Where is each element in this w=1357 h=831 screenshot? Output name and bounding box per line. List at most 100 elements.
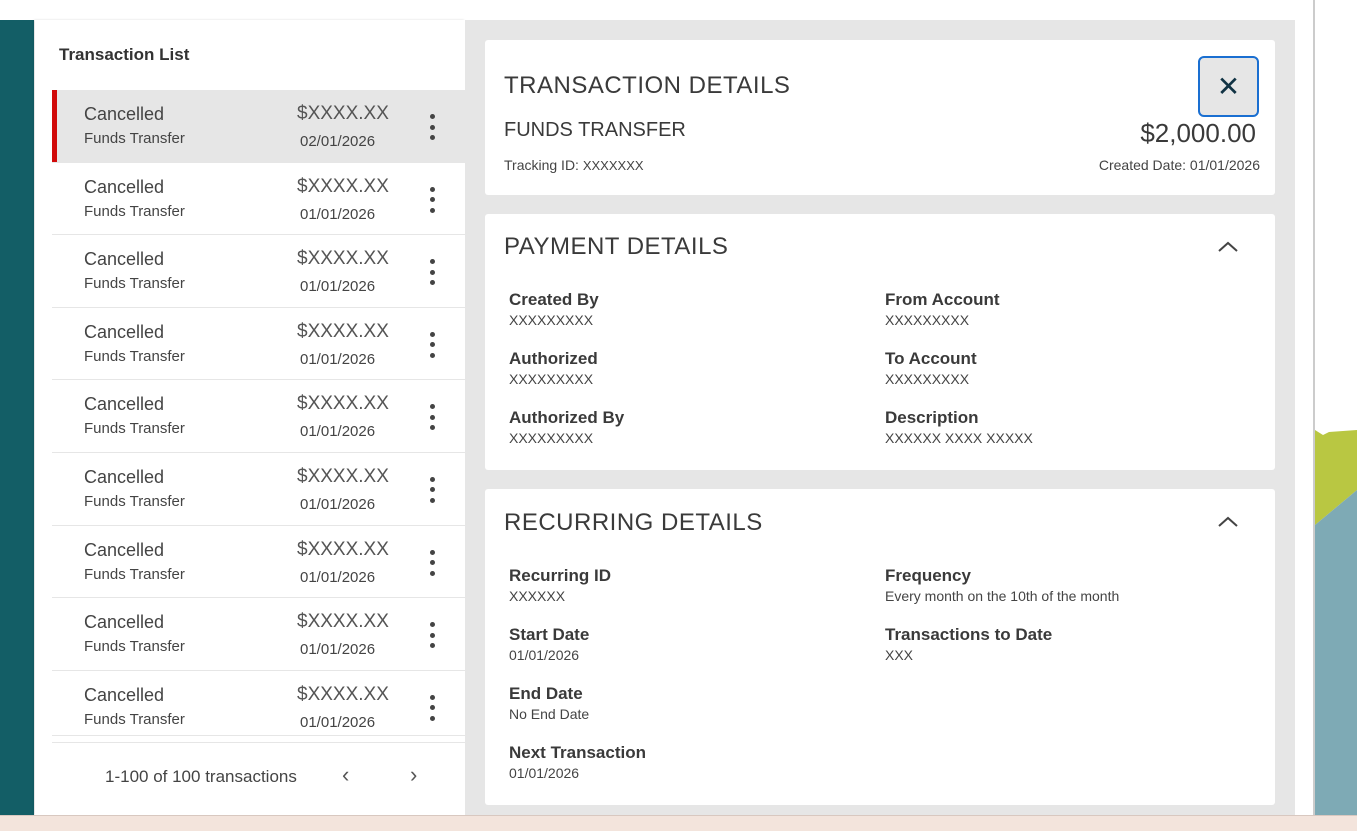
field-value: 01/01/2026 — [509, 647, 580, 663]
row-date: 02/01/2026 — [300, 133, 376, 150]
field-value: XXXXXXXXX — [509, 371, 594, 387]
recurring-title: RECURRING DETAILS — [504, 509, 763, 536]
details-panel: TRANSACTION DETAILS FUNDS TRANSFER $2,00… — [465, 20, 1295, 815]
more-options-icon[interactable] — [422, 404, 442, 431]
list-title: Transaction List — [59, 45, 190, 64]
background-decoration — [1315, 430, 1357, 815]
transaction-row[interactable]: Cancelled Funds Transfer $XXXX.XX 01/01/… — [52, 598, 465, 671]
field-label: Authorized — [509, 349, 598, 368]
row-type: Funds Transfer — [84, 492, 185, 510]
tracking-value: XXXXXXX — [582, 158, 644, 173]
chevron-left-icon[interactable]: ‹ — [342, 762, 350, 787]
row-date: 01/01/2026 — [300, 713, 376, 731]
field-label: Transactions to Date — [885, 625, 1053, 644]
transaction-details-card: TRANSACTION DETAILS FUNDS TRANSFER $2,00… — [485, 40, 1275, 195]
transaction-row[interactable]: Cancelled Funds Transfer $XXXX.XX 01/01/… — [52, 526, 465, 599]
detail-field: Authorized XXXXXXXXX — [509, 349, 869, 387]
more-options-icon[interactable] — [422, 622, 442, 649]
detail-field: Recurring ID XXXXXX — [509, 566, 869, 604]
chevron-up-icon[interactable] — [1217, 236, 1239, 258]
row-status: Cancelled — [84, 684, 165, 705]
detail-field: To Account XXXXXXXXX — [885, 349, 1245, 387]
tracking-label: Tracking ID: — [504, 157, 579, 173]
chevron-right-icon[interactable]: › — [410, 762, 418, 787]
transaction-row[interactable]: Cancelled Funds Transfer $XXXX.XX 02/01/… — [52, 90, 465, 163]
field-value: XXXXXXXXX — [885, 371, 970, 387]
field-value: XXXXXXXXX — [509, 312, 594, 328]
row-date: 01/01/2026 — [300, 423, 376, 441]
created-date: Created Date: 01/01/2026 — [1099, 157, 1260, 173]
field-value: XXX — [885, 647, 914, 663]
detail-field: Frequency Every month on the 10th of the … — [885, 566, 1245, 604]
field-value: XXXXXX — [509, 588, 566, 604]
more-options-icon[interactable] — [422, 259, 442, 286]
transaction-rows: Cancelled Funds Transfer $XXXX.XX 02/01/… — [52, 90, 465, 744]
field-value: XXXXXXXXX — [509, 430, 594, 446]
more-options-icon[interactable] — [422, 331, 442, 358]
field-value: No End Date — [509, 706, 590, 722]
transaction-row[interactable]: Cancelled Funds Transfer $XXXX.XX 01/01/… — [52, 163, 465, 236]
field-label: Created By — [509, 290, 599, 309]
detail-field: Description XXXXXX XXXX XXXXX — [885, 408, 1245, 446]
row-amount: $XXXX.XX — [297, 248, 389, 270]
field-value: Every month on the 10th of the month — [885, 588, 1120, 604]
row-status: Cancelled — [84, 539, 165, 560]
row-amount: $XXXX.XX — [297, 320, 389, 342]
created-value: 01/01/2026 — [1189, 157, 1260, 173]
transaction-row[interactable]: Cancelled Funds Transfer $XXXX.XX 01/01/… — [52, 671, 465, 744]
row-amount: $XXXX.XX — [297, 683, 389, 705]
more-options-icon[interactable] — [422, 114, 442, 140]
field-label: Start Date — [509, 625, 590, 644]
transaction-row[interactable]: Cancelled Funds Transfer $XXXX.XX 01/01/… — [52, 380, 465, 453]
close-button[interactable]: ✕ — [1198, 56, 1259, 117]
row-status: Cancelled — [84, 466, 165, 487]
row-amount: $XXXX.XX — [297, 611, 389, 633]
field-label: To Account — [885, 349, 977, 368]
field-label: End Date — [509, 684, 583, 703]
transaction-row[interactable]: Cancelled Funds Transfer $XXXX.XX 01/01/… — [52, 235, 465, 308]
row-amount: $XXXX.XX — [297, 393, 389, 415]
field-label: From Account — [885, 290, 1000, 309]
row-status: Cancelled — [84, 249, 165, 270]
detail-field: Created By XXXXXXXXX — [509, 290, 869, 328]
row-amount: $XXXX.XX — [297, 465, 389, 487]
row-type: Funds Transfer — [84, 565, 185, 583]
row-status: Cancelled — [84, 176, 165, 197]
more-options-icon[interactable] — [422, 549, 442, 576]
transaction-type: FUNDS TRANSFER — [504, 119, 686, 141]
row-type: Funds Transfer — [84, 130, 185, 147]
row-status: Cancelled — [84, 612, 165, 633]
detail-field: End Date No End Date — [509, 684, 869, 722]
transaction-amount: $2,000.00 — [1140, 118, 1256, 148]
row-date: 01/01/2026 — [300, 350, 376, 368]
row-status: Cancelled — [84, 321, 165, 342]
pagination-text: 1-100 of 100 transactions — [105, 767, 297, 786]
pagination: 1-100 of 100 transactions ‹ › — [52, 735, 465, 815]
payment-details-card: PAYMENT DETAILS Created By XXXXXXXXX From … — [485, 214, 1275, 470]
more-options-icon[interactable] — [422, 694, 442, 721]
field-label: Description — [885, 408, 979, 427]
field-label: Next Transaction — [509, 743, 646, 762]
chevron-up-icon[interactable] — [1217, 511, 1239, 533]
recurring-details-card: RECURRING DETAILS Recurring ID XXXXXX Freq… — [485, 489, 1275, 805]
more-options-icon[interactable] — [422, 186, 442, 213]
transaction-row[interactable]: Cancelled Funds Transfer $XXXX.XX 01/01/… — [52, 308, 465, 381]
detail-field: Start Date 01/01/2026 — [509, 625, 869, 663]
payment-title: PAYMENT DETAILS — [504, 233, 729, 260]
created-label: Created Date: — [1098, 157, 1187, 173]
row-type: Funds Transfer — [84, 420, 185, 438]
transaction-row[interactable]: Cancelled Funds Transfer $XXXX.XX 01/01/… — [52, 453, 465, 526]
row-date: 01/01/2026 — [300, 568, 376, 586]
more-options-icon[interactable] — [422, 476, 442, 503]
field-value: XXXXXXXXX — [885, 312, 970, 328]
details-title: TRANSACTION DETAILS — [504, 72, 791, 99]
tracking-id: Tracking ID: XXXXXXX — [504, 157, 644, 173]
field-label: Frequency — [885, 566, 971, 585]
row-amount: $XXXX.XX — [297, 175, 389, 197]
window-divider — [1313, 0, 1315, 815]
close-icon: ✕ — [1216, 71, 1241, 102]
taskbar-strip — [0, 815, 1357, 831]
row-amount: $XXXX.XX — [297, 103, 389, 124]
row-date: 01/01/2026 — [300, 205, 376, 223]
row-status: Cancelled — [84, 394, 165, 415]
